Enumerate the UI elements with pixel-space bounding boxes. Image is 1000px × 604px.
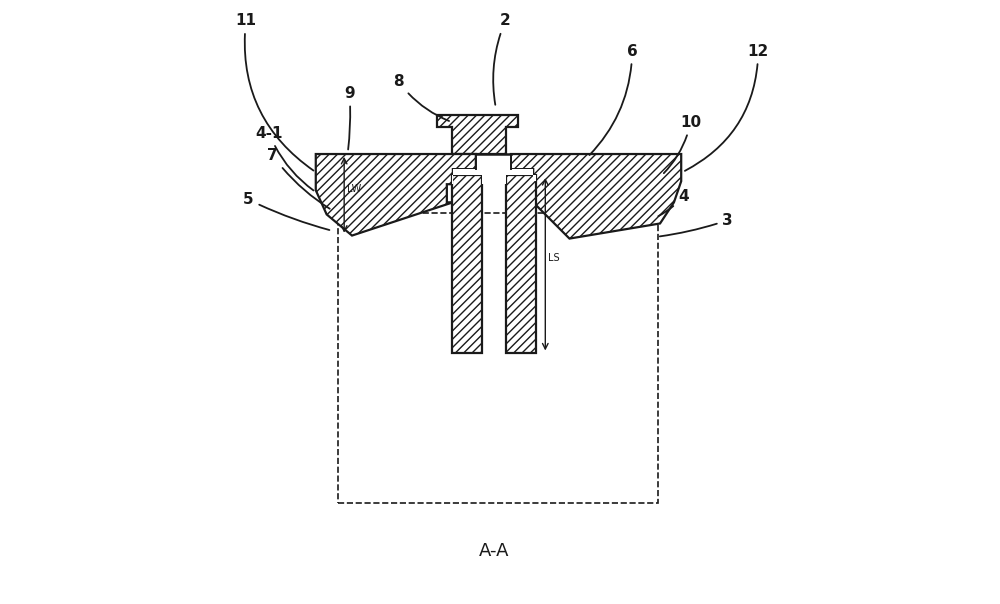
Text: 4-1: 4-1 — [255, 126, 314, 190]
Text: 11: 11 — [235, 13, 313, 170]
Text: LW: LW — [347, 184, 361, 194]
Text: 7: 7 — [267, 148, 330, 209]
Text: 6: 6 — [590, 43, 638, 155]
Text: 2: 2 — [493, 13, 511, 104]
Bar — [338, 213, 658, 503]
Text: A-A: A-A — [479, 542, 509, 560]
Polygon shape — [437, 115, 518, 154]
Text: 9: 9 — [344, 86, 355, 149]
Text: 10: 10 — [664, 115, 701, 173]
Text: 12: 12 — [685, 43, 769, 171]
Polygon shape — [506, 175, 536, 353]
Text: 4: 4 — [658, 188, 689, 216]
Text: 5: 5 — [243, 192, 329, 230]
Polygon shape — [452, 154, 536, 184]
Polygon shape — [511, 154, 681, 239]
Text: 8: 8 — [393, 74, 449, 121]
Text: 3: 3 — [660, 213, 733, 236]
Polygon shape — [452, 175, 482, 353]
Polygon shape — [316, 154, 476, 236]
Text: LS: LS — [548, 253, 560, 263]
